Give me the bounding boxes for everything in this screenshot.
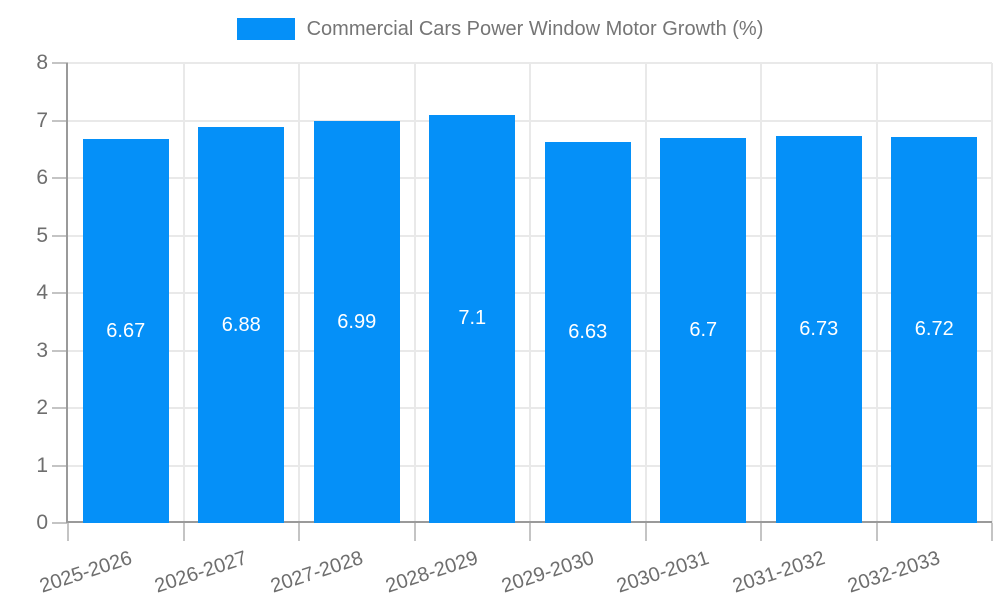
bar-value-label: 6.99: [337, 310, 377, 333]
bar[interactable]: 6.88: [198, 127, 285, 523]
bar[interactable]: 6.99: [313, 121, 400, 523]
x-gridline: [298, 63, 300, 523]
y-axis-tick-label: 7: [36, 108, 48, 132]
x-gridline: [182, 63, 185, 523]
y-axis-tick: [52, 292, 68, 294]
y-axis-tick-label: 1: [36, 453, 48, 477]
x-gridline: [413, 63, 416, 523]
y-axis-tick-label: 2: [36, 396, 48, 419]
x-axis-tick: [298, 523, 300, 541]
y-axis-tick: [52, 119, 68, 122]
bar[interactable]: 6.63: [544, 141, 631, 523]
bar[interactable]: 7.1: [429, 114, 516, 523]
y-axis-tick: [52, 62, 68, 64]
bar-value-label: 6.73: [799, 318, 839, 340]
x-axis-line: [66, 521, 992, 523]
x-gridline: [991, 63, 993, 523]
y-axis-tick-label: 4: [36, 281, 48, 304]
bar-value-label: 6.67: [106, 319, 146, 342]
y-axis-tick: [52, 464, 68, 467]
x-axis-tick: [413, 523, 416, 541]
bar[interactable]: 6.72: [891, 136, 978, 523]
x-axis-tick: [991, 523, 993, 541]
y-axis-tick-label: 6: [36, 166, 48, 189]
bar[interactable]: 6.67: [82, 139, 169, 523]
y-axis-tick: [52, 234, 68, 237]
y-axis-tick: [52, 407, 68, 409]
bar-value-label: 7.1: [458, 307, 487, 330]
x-axis-tick: [67, 523, 69, 541]
y-axis-tick: [52, 177, 68, 179]
y-axis-tick-label: 0: [36, 511, 48, 534]
bar[interactable]: 6.7: [660, 137, 747, 523]
x-axis-tick: [182, 523, 185, 541]
chart-legend[interactable]: Commercial Cars Power Window Motor Growt…: [0, 18, 1000, 40]
y-axis-tick-label: 3: [36, 338, 48, 362]
x-gridline: [875, 63, 878, 523]
x-axis-tick: [760, 523, 762, 541]
y-axis-tick: [52, 349, 68, 352]
bar-value-label: 6.88: [221, 313, 261, 336]
x-gridline: [760, 63, 762, 523]
x-axis-tick: [875, 523, 878, 541]
y-axis-tick-label: 5: [36, 223, 48, 247]
x-axis-tick: [644, 523, 647, 541]
plot-area: 0 1 2 3 4 5 6 7 8 6.67 2025-2026 6.88 2026-2027 6.99 2…: [36, 51, 993, 597]
bar[interactable]: 6.73: [775, 136, 862, 523]
y-axis-line: [66, 63, 68, 523]
x-gridline: [529, 63, 531, 523]
legend-label: Commercial Cars Power Window Motor Growt…: [306, 18, 764, 40]
y-axis-tick: [52, 522, 68, 524]
x-gridline: [644, 63, 647, 523]
bar-value-label: 6.7: [689, 318, 718, 341]
bar-value-label: 6.72: [914, 318, 954, 341]
legend-swatch: [236, 18, 295, 40]
bar-value-label: 6.63: [568, 320, 608, 343]
y-axis-tick-label: 8: [36, 51, 48, 74]
x-axis-tick: [529, 523, 531, 541]
